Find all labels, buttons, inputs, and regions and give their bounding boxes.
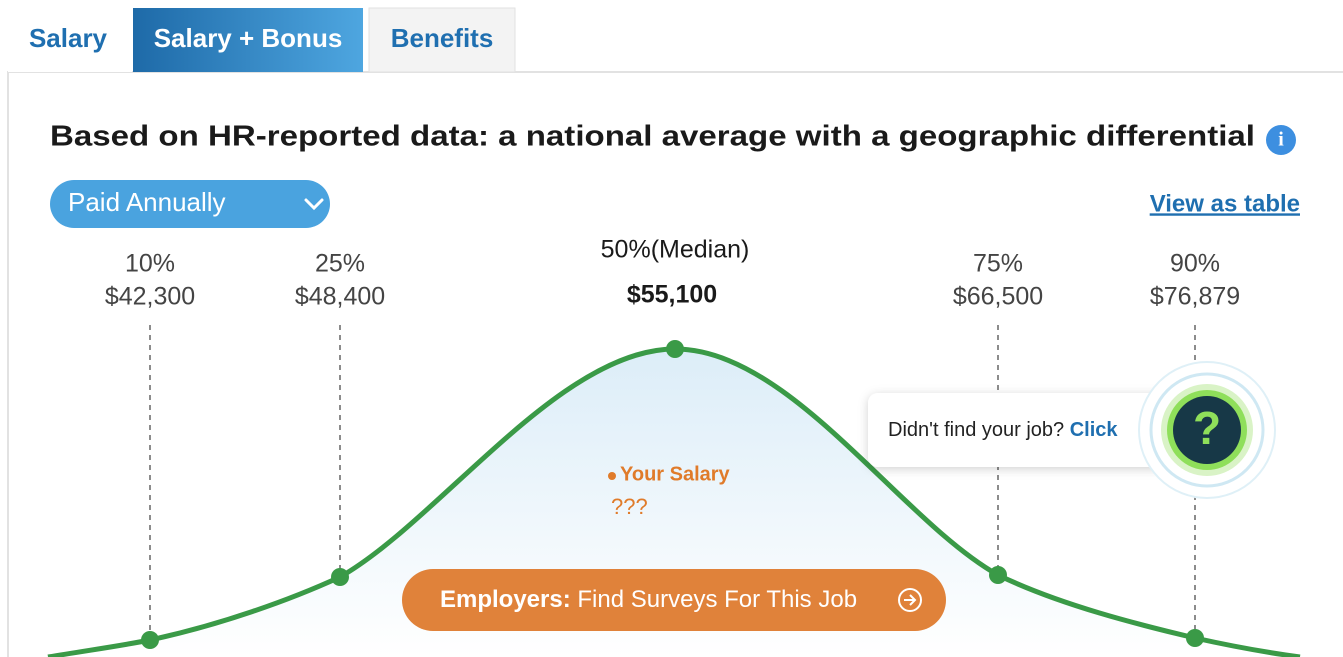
info-icon[interactable] [1266,125,1296,155]
button-arrow [904,594,917,606]
your-salary-label: Your Salary [620,463,731,485]
your-salary-value: ??? [611,494,648,519]
tab[interactable]: Benefits [391,23,494,53]
info-icon-glyph: i [1278,129,1284,151]
median-label: 50%(Median) [601,236,750,264]
dropdown[interactable] [50,180,330,228]
percentile-value: $76,879 [1150,283,1240,311]
median-value: $55,100 [627,281,717,309]
percentile-value: $66,500 [953,283,1043,311]
help-box[interactable] [868,393,1173,467]
heading: Based on HR-reported data: a national av… [50,121,1255,153]
help-link[interactable]: Click [1070,419,1119,441]
view-table-link[interactable]: View as table [1150,190,1300,217]
percentile-dot [1186,629,1204,647]
percentile-dot [989,566,1007,584]
tab-active[interactable]: Salary + Bonus [154,23,343,53]
button-bold: Employers: [440,586,571,613]
percentile-dot [331,568,349,586]
percentile-value: $48,400 [295,283,385,311]
percentile-dot [141,631,159,649]
button-text: Find Surveys For This Job [577,586,857,613]
tab[interactable]: Salary [29,23,108,53]
tab-bg[interactable] [8,8,132,72]
percentile-label: 10% [125,250,175,278]
dropdown-label: Paid Annually [68,187,226,217]
tab-active-bg[interactable] [133,8,363,72]
dropdown-chevron [304,198,324,211]
button-arrow-icon [898,588,922,612]
your-salary-dot [608,472,616,480]
employers-button[interactable] [402,569,946,631]
curve-area [48,349,1300,657]
help-glyph: ? [1193,402,1221,454]
help-text: Didn't find your job? Click [888,419,1118,441]
percentile-value: $42,300 [105,283,195,311]
help-button[interactable] [1173,396,1241,464]
percentile-dot [666,340,684,358]
percentile-label: 25% [315,250,365,278]
tab-bg[interactable] [368,7,516,73]
employers-button-label: Employers: Find Surveys For This Job [440,586,857,613]
percentile-label: 90% [1170,250,1220,278]
percentile-label: 75% [973,250,1023,278]
help-prompt: Didn't find your job? [888,419,1064,441]
